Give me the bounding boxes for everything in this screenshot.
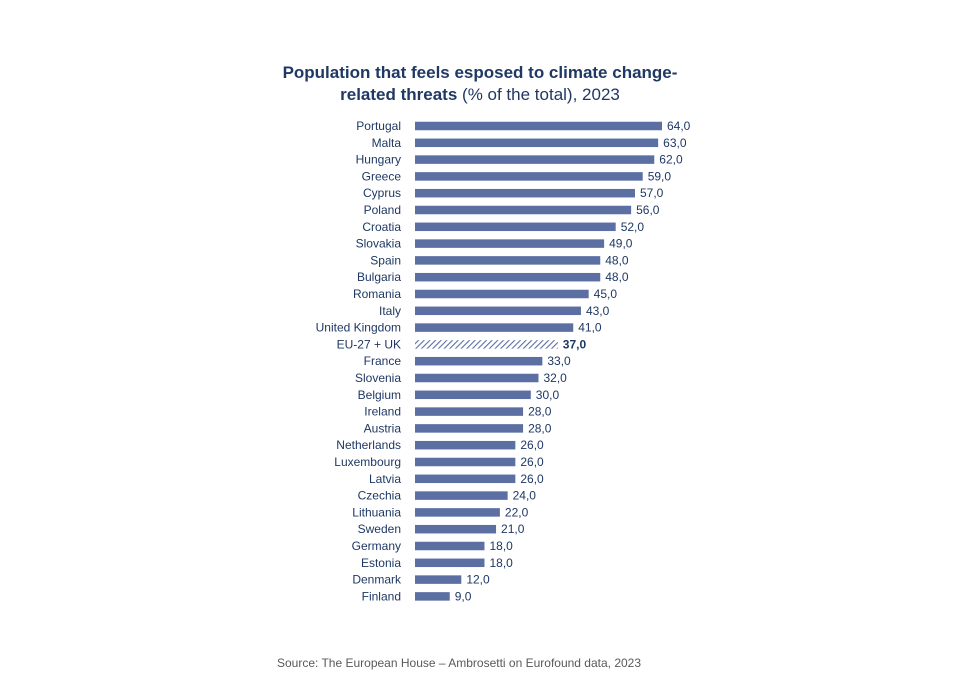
value-label: 62,0 [659, 153, 683, 167]
category-label: Bulgaria [357, 270, 401, 284]
bar [415, 205, 632, 215]
category-label: Cyprus [363, 186, 401, 200]
bar [415, 592, 450, 601]
chart-title-line2: related threats [340, 85, 458, 104]
category-label: Latvia [369, 472, 401, 486]
category-label: United Kingdom [316, 321, 401, 335]
value-label: 43,0 [586, 304, 610, 318]
value-label: 21,0 [501, 522, 525, 536]
bar [415, 508, 500, 517]
highlight-bar [415, 340, 558, 349]
category-label: Portugal [356, 119, 401, 133]
value-label: 18,0 [489, 556, 513, 570]
category-label: Lithuania [352, 505, 401, 519]
bar [415, 575, 462, 584]
bar [415, 457, 516, 467]
value-label: 48,0 [605, 253, 629, 267]
category-label: France [364, 354, 402, 368]
bar [415, 323, 574, 332]
bar [415, 172, 643, 181]
bar [415, 289, 589, 299]
category-label: Estonia [361, 556, 401, 570]
value-label: 57,0 [640, 186, 664, 200]
category-label: Austria [364, 421, 402, 435]
category-label: Sweden [358, 522, 401, 536]
category-label: Czechia [358, 489, 402, 503]
bar-chart: Portugal 64,0 Malta 63,0 Hungary 62,0 Greece 59… [316, 119, 691, 603]
category-label: Netherlands [336, 438, 401, 452]
category-label: Poland [364, 203, 401, 217]
category-label: Malta [372, 136, 402, 150]
bar [415, 373, 539, 383]
bar [415, 558, 485, 568]
value-label: 12,0 [466, 573, 490, 587]
value-label: 32,0 [544, 371, 568, 385]
value-label: 28,0 [528, 405, 552, 419]
category-label: Hungary [356, 153, 401, 167]
value-label: 18,0 [489, 539, 513, 553]
source-note: Source: The European House – Ambrosetti … [277, 656, 642, 670]
chart-title-suffix: (% of the total), 2023 [457, 85, 620, 104]
category-label: Slovenia [355, 371, 401, 385]
bar [415, 306, 581, 316]
value-label: 41,0 [578, 321, 602, 335]
value-label: 56,0 [636, 203, 660, 217]
category-label: Greece [362, 169, 402, 183]
bar [415, 155, 655, 164]
category-label: Romania [353, 287, 401, 301]
bar [415, 121, 662, 131]
value-label: 26,0 [520, 472, 544, 486]
bar [415, 440, 516, 450]
value-label: 64,0 [667, 119, 691, 133]
value-label: 49,0 [609, 237, 633, 251]
value-label: 59,0 [648, 169, 672, 183]
bar [415, 356, 543, 366]
bar [415, 390, 531, 400]
bar [415, 256, 601, 265]
category-label: Denmark [352, 573, 402, 587]
bar [415, 239, 605, 248]
bars-group: Portugal 64,0 Malta 63,0 Hungary 62,0 Greece 59… [316, 119, 691, 603]
category-label: Spain [370, 253, 401, 267]
bar [415, 524, 497, 534]
category-label: Croatia [362, 220, 401, 234]
bar [415, 138, 659, 148]
value-label: 37,0 [563, 337, 587, 351]
category-label: Slovakia [356, 237, 402, 251]
value-label: 45,0 [594, 287, 618, 301]
value-label: 33,0 [547, 354, 571, 368]
category-label: Germany [352, 539, 401, 553]
bar [415, 272, 601, 282]
bar [415, 541, 485, 551]
bar [415, 424, 524, 433]
category-label: Belgium [358, 388, 401, 402]
bar [415, 407, 524, 416]
value-label: 28,0 [528, 421, 552, 435]
value-label: 24,0 [513, 489, 537, 503]
category-label: Finland [362, 589, 401, 603]
bar [415, 188, 635, 198]
value-label: 52,0 [621, 220, 645, 234]
bar [415, 222, 616, 232]
value-label: 63,0 [663, 136, 687, 150]
category-label: EU-27 + UK [337, 337, 401, 351]
chart-title: Population that feels esposed to climate… [250, 62, 710, 106]
value-label: 30,0 [536, 388, 560, 402]
value-label: 22,0 [505, 505, 529, 519]
category-label: Italy [379, 304, 401, 318]
chart-title-line1: Population that feels esposed to climate… [282, 63, 678, 82]
bar [415, 474, 516, 484]
value-label: 26,0 [520, 455, 544, 469]
value-label: 9,0 [455, 589, 472, 603]
value-label: 48,0 [605, 270, 629, 284]
category-label: Luxembourg [334, 455, 401, 469]
bar [415, 491, 508, 500]
value-label: 26,0 [520, 438, 544, 452]
category-label: Ireland [364, 405, 401, 419]
